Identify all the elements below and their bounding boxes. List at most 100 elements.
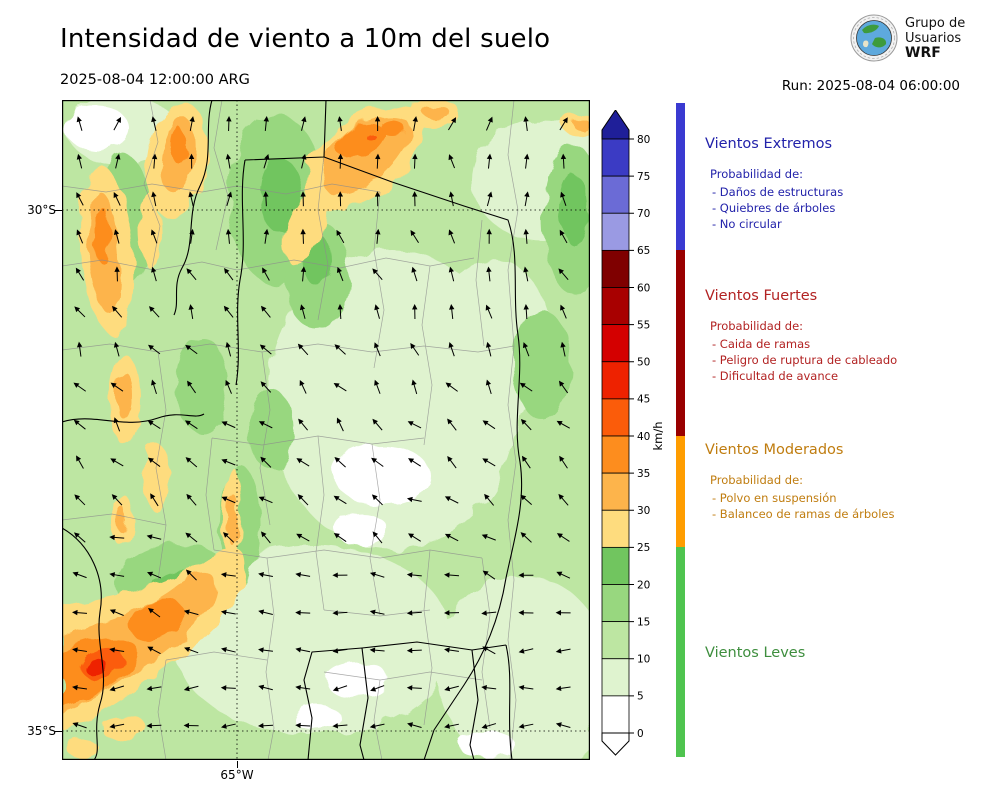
colorbar-tick-label: 65 — [637, 245, 650, 257]
wind-arrow — [185, 457, 198, 468]
colorbar-segment — [601, 658, 630, 697]
lat-label-30s: 30°S — [27, 203, 56, 217]
wind-arrow — [113, 116, 121, 131]
wind-arrow — [301, 153, 307, 169]
wind-arrow — [263, 153, 270, 169]
wind-arrow — [151, 266, 157, 282]
wind-arrow — [189, 116, 195, 131]
wind-arrow — [375, 228, 381, 244]
wind-arrow — [148, 344, 161, 355]
wind-arrow — [406, 610, 422, 616]
wind-arrow — [298, 418, 308, 431]
wind-arrow — [559, 229, 568, 244]
wind-arrow — [374, 379, 381, 394]
wind-arrow — [518, 723, 534, 729]
wind-arrow — [185, 344, 198, 355]
colorbar-tick-label: 35 — [637, 468, 650, 480]
wind-arrow — [486, 153, 493, 169]
colorbar-tick-label: 45 — [637, 394, 650, 406]
wind-arrow — [297, 494, 309, 506]
wind-arrow — [408, 458, 421, 467]
wind-arrow — [184, 646, 199, 654]
wind-arrow — [336, 229, 345, 244]
wind-arrow — [76, 153, 83, 169]
wind-arrow — [337, 304, 343, 320]
wind-arrow — [299, 304, 306, 319]
wind-arrow — [444, 610, 460, 616]
wind-arrow — [295, 647, 311, 653]
legend-section-moderados: Vientos Moderados Probabilidad de: - Pol… — [705, 442, 997, 522]
wind-arrow — [406, 685, 422, 691]
wind-arrow — [520, 532, 532, 543]
wind-arrow — [258, 723, 274, 729]
wind-arrow — [333, 382, 347, 392]
wind-arrow — [109, 609, 124, 616]
wind-arrow — [150, 229, 158, 244]
wind-arrow — [112, 305, 123, 318]
wind-arrow — [186, 268, 197, 281]
legend-title-moderados: Vientos Moderados — [705, 442, 844, 458]
wind-arrow — [73, 419, 86, 430]
wind-arrow — [113, 341, 120, 357]
colorbar-segment — [601, 138, 630, 177]
wind-arrow — [555, 610, 571, 616]
wind-arrow — [183, 722, 199, 729]
wind-arrow — [372, 418, 383, 431]
wind-arrow — [333, 533, 347, 542]
wind-arrow — [560, 191, 567, 206]
wind-arrow — [299, 379, 307, 394]
wind-arrow — [486, 191, 493, 207]
wind-arrow — [186, 493, 197, 506]
wind-arrow — [558, 380, 569, 394]
wind-arrow — [486, 266, 492, 282]
wind-arrow — [555, 685, 571, 692]
colorbar-segment — [601, 472, 630, 511]
wind-arrow — [109, 572, 125, 578]
legend-intro: Probabilidad de: — [710, 473, 804, 487]
wind-arrow — [559, 455, 568, 469]
wind-arrow — [369, 647, 385, 653]
wind-arrow — [524, 153, 530, 169]
legend-item: - Daños de estructuras — [712, 185, 844, 199]
wind-arrow — [110, 382, 124, 392]
wind-arrow — [260, 305, 271, 318]
wind-arrow — [484, 493, 495, 506]
wind-arrow — [410, 230, 419, 243]
wind-arrow — [333, 495, 347, 505]
wind-arrow — [337, 153, 344, 169]
wind-arrow — [448, 154, 456, 169]
colorbar-under-arrow — [601, 732, 630, 756]
colorbar-segment — [601, 212, 630, 251]
wind-arrow — [260, 456, 272, 468]
wind-arrow — [147, 608, 161, 618]
wind-arrow — [258, 496, 273, 504]
wind-arrow — [556, 533, 570, 542]
wind-arrow — [76, 455, 84, 469]
wind-arrow — [369, 723, 385, 729]
wind-arrow — [72, 571, 87, 579]
wind-arrow — [518, 684, 534, 691]
wind-arrow — [485, 304, 493, 319]
wind-arrow — [523, 116, 529, 132]
globe-icon — [850, 14, 898, 62]
wind-arrow — [183, 685, 199, 692]
wind-arrow — [114, 266, 120, 282]
colorbar-tick-label: 55 — [637, 319, 650, 331]
wind-arrow — [444, 496, 459, 504]
wind-arrow — [448, 117, 457, 131]
wind-arrow — [411, 379, 418, 395]
wind-arrow — [558, 268, 569, 281]
province-borders — [61, 99, 523, 761]
wind-arrow — [412, 116, 418, 131]
legend-item: - Caida de ramas — [712, 337, 811, 351]
wind-arrow — [556, 420, 570, 429]
wind-arrow — [444, 533, 459, 542]
lon-label-65w: 65°W — [220, 768, 254, 782]
wind-arrow — [300, 266, 307, 282]
wind-arrow — [412, 304, 418, 320]
colorbar-tick-label: 70 — [637, 208, 650, 220]
legend-title-extremos: Vientos Extremos — [705, 136, 833, 152]
wind-arrow — [558, 493, 569, 506]
logo-line-2: Usuarios — [905, 30, 962, 46]
wind-arrow — [221, 647, 236, 653]
